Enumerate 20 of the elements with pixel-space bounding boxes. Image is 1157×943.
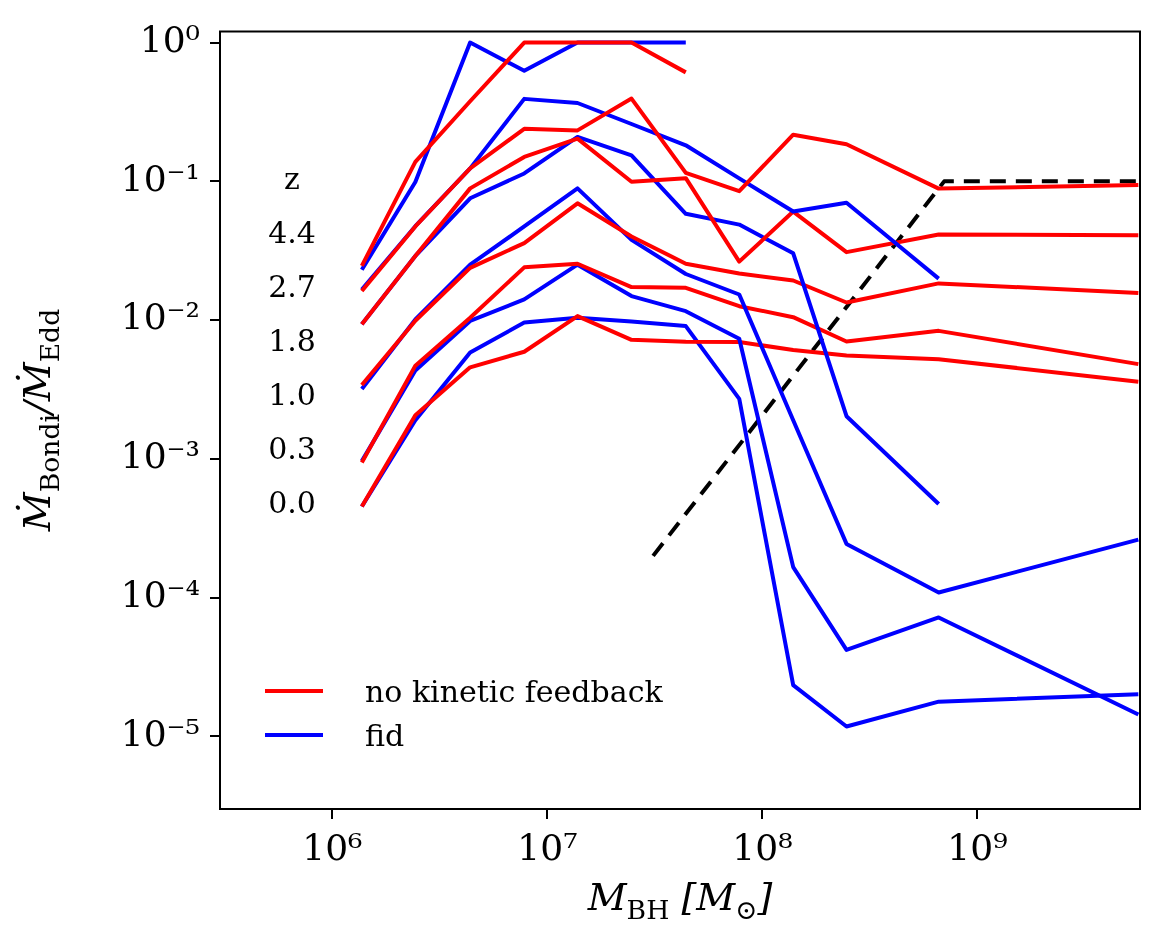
y-tick-label: 10⁻² [120, 296, 200, 338]
y-tick-label: 10⁻⁴ [120, 574, 200, 616]
annotation: 1.8 [268, 323, 316, 359]
x-axis-title: M$_{BH}$ [M$_{⊙}$] [587, 875, 773, 925]
y-tick-label: 10⁻³ [120, 435, 200, 477]
x-tick-label: 10⁶ [302, 826, 363, 868]
y-tick-label: 10⁻⁵ [120, 712, 200, 754]
x-tick-label: 10⁹ [947, 826, 1008, 868]
annotation: 0.3 [268, 431, 316, 467]
annotation: z [284, 161, 300, 197]
x-tick-label: 10⁷ [517, 826, 578, 868]
legend-label: fid [365, 717, 405, 753]
annotation: 4.4 [268, 215, 316, 251]
y-tick-label: 10⁰ [139, 18, 200, 60]
y-tick-label: 10⁻¹ [120, 157, 200, 199]
legend-label: no kinetic feedback [365, 673, 663, 709]
annotation: 1.0 [268, 377, 316, 413]
annotation: 0.0 [268, 485, 316, 521]
annotation: 2.7 [268, 269, 316, 305]
x-tick-label: 10⁸ [732, 826, 793, 868]
